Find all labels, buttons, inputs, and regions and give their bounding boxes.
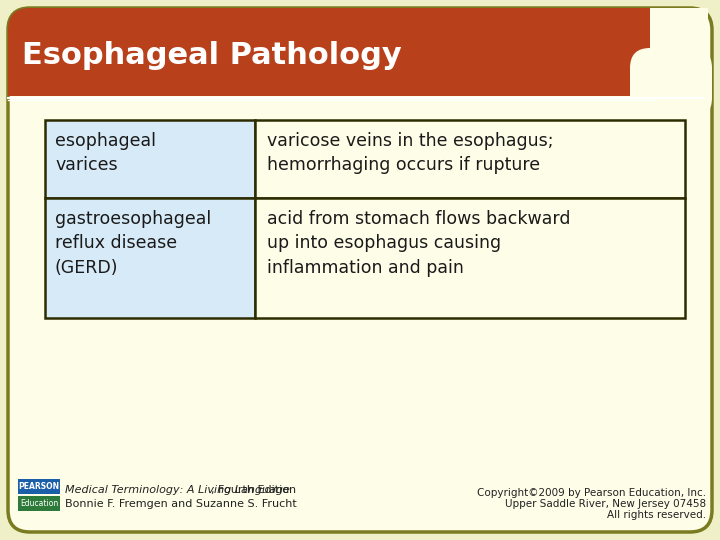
Text: varicose veins in the esophagus;
hemorrhaging occurs if rupture: varicose veins in the esophagus; hemorrh… — [267, 132, 554, 174]
Text: Copyright©2009 by Pearson Education, Inc.: Copyright©2009 by Pearson Education, Inc… — [477, 488, 706, 498]
Bar — [30, 74, 682, 96]
Bar — [18, 496, 60, 511]
Text: PEARSON: PEARSON — [19, 482, 60, 491]
Text: gastroesophageal
reflux disease
(GERD): gastroesophageal reflux disease (GERD) — [55, 210, 211, 276]
Text: Esophageal Pathology: Esophageal Pathology — [22, 40, 402, 70]
Text: , Fourth Edition: , Fourth Edition — [211, 485, 297, 495]
Bar — [255, 120, 685, 198]
FancyBboxPatch shape — [8, 8, 712, 532]
Text: All rights reserved.: All rights reserved. — [607, 510, 706, 520]
FancyBboxPatch shape — [630, 48, 712, 118]
Text: Education: Education — [20, 499, 58, 508]
Text: acid from stomach flows backward
up into esophagus causing
inflammation and pain: acid from stomach flows backward up into… — [267, 210, 570, 276]
Bar — [8, 30, 30, 96]
Text: Bonnie F. Fremgen and Suzanne S. Frucht: Bonnie F. Fremgen and Suzanne S. Frucht — [65, 499, 297, 509]
Text: Upper Saddle River, New Jersey 07458: Upper Saddle River, New Jersey 07458 — [505, 499, 706, 509]
Bar — [18, 479, 60, 494]
Text: esophageal
varices: esophageal varices — [55, 132, 156, 174]
Bar — [650, 8, 708, 58]
Bar — [45, 120, 255, 198]
FancyBboxPatch shape — [8, 8, 704, 96]
Bar — [45, 198, 255, 318]
Text: Medical Terminology: A Living Language: Medical Terminology: A Living Language — [65, 485, 290, 495]
Bar — [255, 198, 685, 318]
